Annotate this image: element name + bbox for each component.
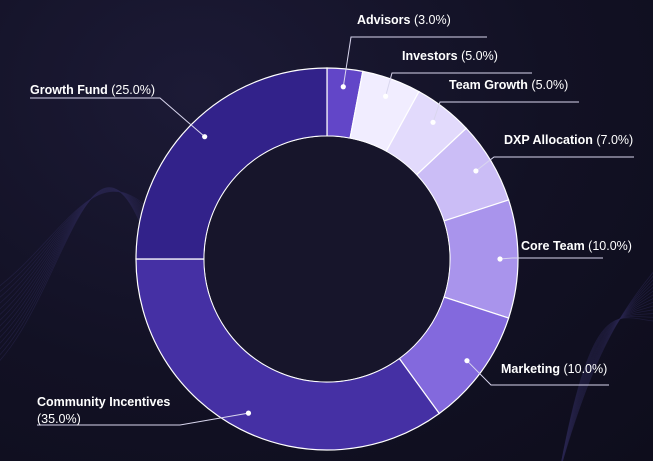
label-dot-investors xyxy=(383,93,389,99)
slice-labels: Advisors (3.0%)Investors (5.0%)Team Grow… xyxy=(30,13,634,426)
label-dot-dxp-allocation xyxy=(473,168,479,174)
label-group-advisors: Advisors (3.0%) xyxy=(340,13,487,90)
label-text-community-incentives: Community Incentives (35.0%) xyxy=(37,395,170,426)
label-text-dxp-allocation: DXP Allocation (7.0%) xyxy=(504,133,633,147)
label-group-marketing: Marketing (10.0%) xyxy=(464,358,609,386)
background-wave-line xyxy=(562,275,653,461)
donut-slices xyxy=(135,67,519,451)
leader-line-team-growth xyxy=(432,101,579,123)
leader-line-investors xyxy=(385,72,532,97)
label-name-marketing: Marketing xyxy=(501,362,560,376)
leader-line-marketing xyxy=(466,360,609,386)
background-wave-line xyxy=(0,190,151,292)
label-group-growth-fund: Growth Fund (25.0%) xyxy=(30,83,208,140)
background-wave-line xyxy=(0,190,151,304)
leader-line-advisors xyxy=(342,36,487,87)
leader-line-core-team xyxy=(499,257,603,260)
label-dot-marketing xyxy=(464,358,470,364)
label-name-advisors: Advisors xyxy=(357,13,411,27)
label-group-dxp-allocation: DXP Allocation (7.0%) xyxy=(473,133,634,174)
background-wave-line xyxy=(561,316,653,461)
label-name-team-growth: Team Growth xyxy=(449,78,528,92)
leader-line-growth-fund xyxy=(30,97,205,138)
label-percent-team-growth: (5.0%) xyxy=(528,78,568,92)
label-percent-investors: (5.0%) xyxy=(458,49,498,63)
background-wave-line xyxy=(561,317,653,461)
label-percent-core-team: (10.0%) xyxy=(585,239,632,253)
label-text-investors: Investors (5.0%) xyxy=(402,49,498,63)
label-dot-growth-fund xyxy=(202,134,208,140)
label-name-core-team: Core Team xyxy=(521,239,585,253)
leader-line-dxp-allocation xyxy=(475,156,634,172)
label-name-community-incentives: Community Incentives xyxy=(37,395,170,409)
background-wave-line xyxy=(561,313,653,461)
label-percent-growth-fund: (25.0%) xyxy=(108,83,155,97)
label-text-marketing: Marketing (10.0%) xyxy=(501,362,607,376)
label-group-investors: Investors (5.0%) xyxy=(383,49,532,99)
background-wave-line xyxy=(0,190,151,298)
slice-community-incentives[interactable] xyxy=(135,258,441,451)
background-wave-line xyxy=(561,283,653,461)
label-dot-community-incentives xyxy=(245,410,252,416)
label-name-growth-fund: Growth Fund xyxy=(30,83,108,97)
background-wave-line xyxy=(0,187,151,361)
label-text-team-growth: Team Growth (5.0%) xyxy=(449,78,568,92)
donut-hole xyxy=(204,136,450,382)
background-wave-line xyxy=(562,279,653,461)
label-percent-marketing: (10.0%) xyxy=(560,362,607,376)
label-name-investors: Investors xyxy=(402,49,458,63)
background-wave-line xyxy=(562,271,653,461)
background-wave-line xyxy=(0,191,151,287)
label-group-team-growth: Team Growth (5.0%) xyxy=(430,78,579,125)
label-name-dxp-allocation: DXP Allocation xyxy=(504,133,593,147)
label-dot-advisors xyxy=(340,84,346,90)
leader-line-community-incentives xyxy=(37,412,249,426)
label-dot-core-team xyxy=(497,256,503,262)
label-group-community-incentives: Community Incentives (35.0%) xyxy=(37,395,252,426)
label-group-core-team: Core Team (10.0%) xyxy=(497,239,632,262)
slice-growth-fund[interactable] xyxy=(135,67,328,260)
label-percent-community-incentives: (35.0%) xyxy=(37,412,81,426)
background-waves xyxy=(0,187,653,461)
label-percent-advisors: (3.0%) xyxy=(411,13,451,27)
label-text-core-team: Core Team (10.0%) xyxy=(521,239,632,253)
label-percent-dxp-allocation: (7.0%) xyxy=(593,133,633,147)
label-text-advisors: Advisors (3.0%) xyxy=(357,13,451,27)
label-dot-team-growth xyxy=(430,119,436,125)
background-wave-line xyxy=(561,309,653,461)
label-text-growth-fund: Growth Fund (25.0%) xyxy=(30,83,155,97)
